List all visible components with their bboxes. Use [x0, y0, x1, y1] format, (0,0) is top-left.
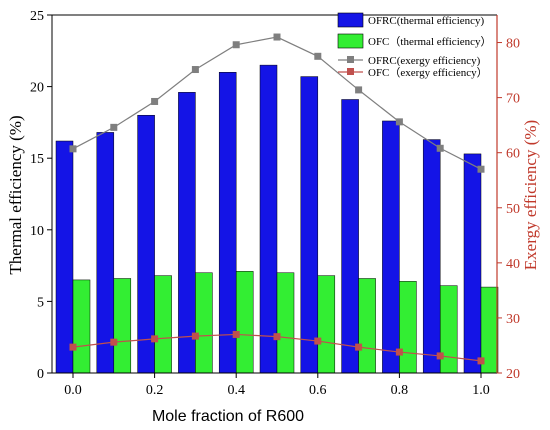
left-axis-title: Thermal efficiency (%) — [6, 115, 25, 274]
bar-ofc-thermal — [113, 278, 132, 374]
marker-ofc-exergy — [477, 357, 485, 365]
marker-ofc-exergy — [355, 343, 363, 351]
bar-ofc-thermal — [399, 281, 417, 374]
axes-layer: 0 5 10 15 20 25 20 30 40 50 60 70 80 0.0 0.2 0.4 0.6 0.8 1… — [30, 9, 520, 398]
right-tick-label: 60 — [506, 147, 520, 162]
marker-ofrc-exergy — [151, 97, 159, 105]
bar-ofrc-thermal — [463, 153, 482, 374]
bar-ofrc-thermal — [218, 72, 237, 374]
bar-ofrc-thermal — [259, 64, 278, 374]
left-tick-label: 20 — [30, 81, 44, 96]
marker-ofc-exergy — [232, 330, 240, 338]
bar-ofrc-thermal — [382, 120, 400, 374]
bar-ofrc-thermal — [341, 99, 359, 374]
marker-ofc-exergy — [436, 352, 444, 360]
right-tick-label: 40 — [506, 257, 520, 272]
x-tick-label: 1.0 — [472, 383, 490, 398]
x-tick-label: 0.0 — [64, 383, 82, 398]
right-tick-label: 70 — [506, 92, 520, 107]
marker-ofc-exergy — [314, 337, 322, 345]
bar-ofc-thermal — [235, 271, 254, 374]
x-axis-title: Mole fraction of R600 — [152, 408, 304, 425]
legend: OFRC(thermal efficiency) OFC（thermal eff… — [337, 12, 492, 79]
legend-swatch-ofrc-thermal — [337, 12, 364, 28]
legend-marker-ofrc-exergy — [347, 56, 354, 63]
legend-label-ofc-exergy: OFC（exergy efficiency） — [368, 66, 488, 79]
marker-ofrc-exergy — [110, 123, 118, 131]
marker-ofrc-exergy — [477, 165, 485, 173]
lines-layer — [69, 33, 485, 365]
x-tick-label: 0.8 — [391, 383, 409, 398]
marker-ofrc-exergy — [232, 41, 240, 49]
bar-ofrc-thermal — [55, 140, 74, 374]
x-tick-label: 0.2 — [146, 383, 164, 398]
marker-ofc-exergy — [191, 332, 199, 340]
marker-ofc-exergy — [151, 335, 159, 343]
legend-marker-ofc-exergy — [347, 68, 354, 75]
marker-ofc-exergy — [69, 343, 77, 351]
legend-label-ofrc-thermal: OFRC(thermal efficiency) — [368, 15, 485, 27]
bar-ofrc-thermal — [422, 139, 441, 374]
marker-ofrc-exergy — [355, 86, 363, 94]
left-tick-label: 5 — [37, 295, 44, 310]
marker-ofrc-exergy — [273, 33, 281, 41]
marker-ofrc-exergy — [314, 52, 322, 60]
marker-ofc-exergy — [110, 338, 118, 346]
bar-ofc-thermal — [154, 275, 172, 374]
bar-ofc-thermal — [317, 275, 336, 374]
bar-ofrc-thermal — [300, 76, 319, 374]
x-tick-label: 0.6 — [309, 383, 327, 398]
right-tick-label: 80 — [506, 37, 520, 52]
bars-layer — [55, 64, 499, 374]
left-tick-label: 0 — [37, 367, 44, 382]
right-axis-title: Exergy efficiency (%) — [521, 120, 540, 270]
bar-ofrc-thermal — [137, 114, 155, 374]
right-tick-label: 50 — [506, 202, 520, 217]
left-tick-label: 15 — [30, 152, 44, 167]
bar-ofc-thermal — [195, 272, 213, 374]
legend-label-ofc-thermal: OFC（thermal efficiency） — [368, 35, 492, 48]
marker-ofc-exergy — [395, 348, 403, 356]
marker-ofrc-exergy — [436, 144, 444, 152]
x-tick-label: 0.4 — [227, 383, 245, 398]
bar-ofc-thermal — [276, 272, 295, 374]
left-tick-label: 10 — [30, 224, 44, 239]
bar-ofc-thermal — [72, 279, 91, 374]
right-tick-label: 30 — [506, 312, 520, 327]
legend-label-ofrc-exergy: OFRC(exergy efficiency) — [368, 55, 481, 67]
legend-swatch-ofc-thermal — [337, 33, 364, 49]
bar-ofrc-thermal — [178, 92, 196, 374]
bar-ofc-thermal — [439, 285, 458, 374]
right-tick-label: 20 — [506, 367, 520, 382]
left-tick-label: 25 — [30, 9, 44, 24]
marker-ofrc-exergy — [69, 145, 77, 153]
marker-ofrc-exergy — [191, 66, 199, 74]
marker-ofrc-exergy — [395, 118, 403, 126]
bar-ofrc-thermal — [96, 132, 115, 374]
bar-ofc-thermal — [358, 278, 376, 374]
marker-ofc-exergy — [273, 333, 281, 341]
